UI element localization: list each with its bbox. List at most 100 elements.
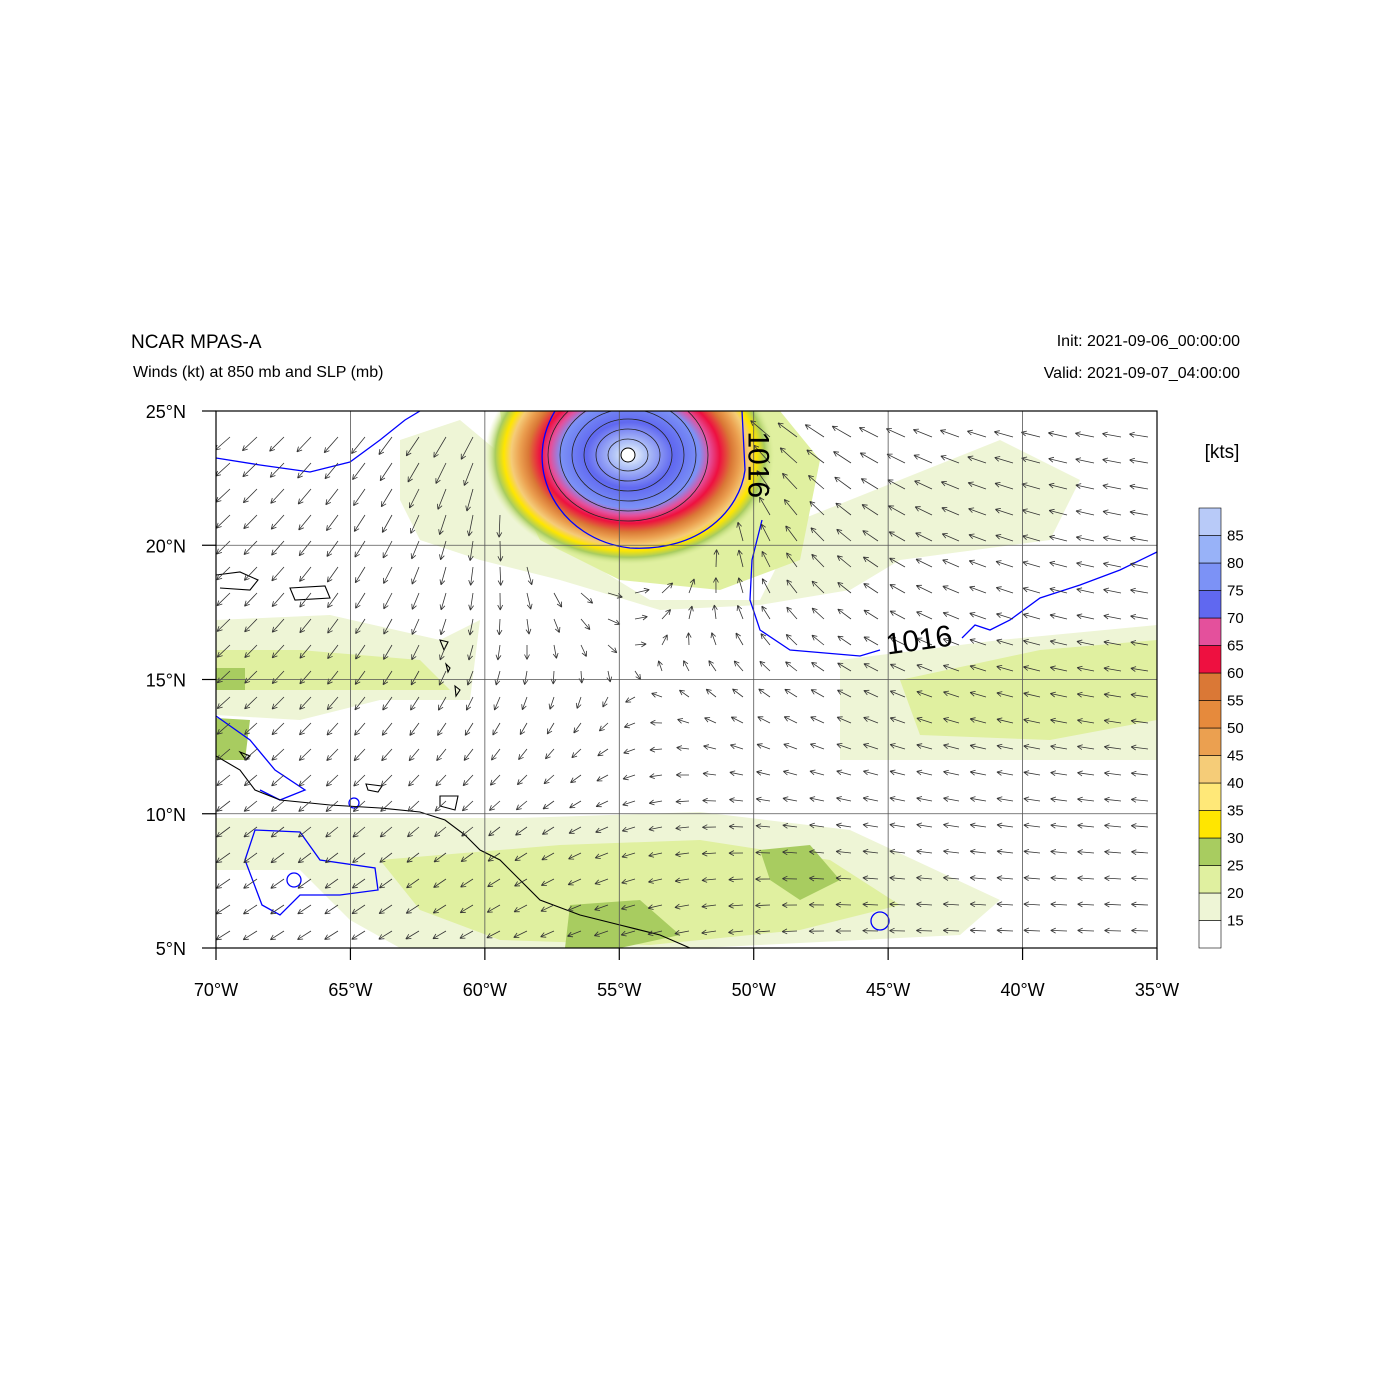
wind-arrow [407, 462, 420, 483]
wind-arrow [942, 611, 960, 620]
wind-arrow [1103, 639, 1122, 646]
wind-arrow [1050, 822, 1068, 829]
wind-arrow [1050, 849, 1068, 855]
wind-arrow [325, 488, 339, 506]
wind-arrow [916, 901, 933, 908]
wind-arrow [216, 566, 231, 581]
wind-arrow [580, 592, 594, 604]
wind-arrow [216, 826, 231, 838]
wind-arrow [995, 534, 1014, 542]
wind-arrow [325, 800, 339, 812]
wind-arrow [968, 559, 987, 568]
wind-arrow [943, 822, 960, 829]
wind-arrow [381, 722, 393, 736]
wind-arrow [353, 748, 366, 762]
wind-arrow [940, 429, 960, 438]
wind-arrow [701, 877, 717, 883]
wind-arrow [835, 901, 852, 908]
wind-arrow [1023, 927, 1041, 934]
wind-arrow [862, 848, 879, 855]
wind-arrow [1130, 666, 1149, 672]
wind-arrow [298, 826, 312, 838]
wind-arrow [835, 502, 852, 516]
wind-arrow [915, 558, 933, 568]
wind-arrow [651, 692, 663, 698]
wind-arrow [862, 530, 879, 542]
wind-arrow [270, 930, 285, 941]
wind-arrow [216, 878, 231, 889]
wind-arrow [916, 611, 933, 620]
wind-arrow [351, 436, 366, 454]
wind-arrow [407, 826, 420, 838]
wind-arrow [216, 540, 231, 555]
wind-arrow [862, 796, 879, 802]
wind-arrow [623, 748, 636, 755]
wind-arrow [1130, 770, 1149, 777]
wind-arrow [804, 424, 825, 438]
wind-arrow [488, 826, 501, 837]
x-tick-label: 70°W [194, 980, 238, 1000]
wind-arrow [648, 878, 663, 884]
wind-arrow [567, 878, 582, 886]
colorbar-swatch [1198, 617, 1222, 646]
wind-arrow [996, 796, 1014, 803]
wind-arrow [916, 822, 933, 829]
wind-arrow [242, 436, 258, 452]
wind-arrow [243, 852, 258, 864]
isobar-label: 1016 [741, 431, 774, 498]
wind-arrow [736, 604, 744, 620]
wind-arrow [836, 743, 852, 750]
wind-arrow [326, 540, 339, 557]
wind-arrow [486, 904, 501, 913]
wind-band-south-4 [760, 845, 840, 900]
wind-arrow [1104, 796, 1122, 803]
wind-arrow [728, 929, 744, 935]
wind-arrow [1050, 927, 1068, 934]
wind-arrow [916, 664, 933, 672]
coast-puerto-rico [289, 585, 331, 601]
wind-arrow [325, 852, 339, 864]
wind-arrow [244, 618, 258, 633]
map-grid [216, 411, 1157, 948]
wind-arrow [540, 930, 555, 938]
wind-arrow [354, 540, 366, 558]
wind-arrow [1103, 744, 1122, 751]
wind-arrow [216, 722, 231, 735]
wind-arrow [594, 904, 609, 911]
wind-arrow [216, 696, 231, 709]
wind-arrow [1023, 691, 1041, 698]
wind-arrow [521, 696, 528, 711]
wind-arrow [786, 579, 798, 594]
wind-arrow [269, 436, 285, 452]
wind-arrow [1103, 613, 1122, 620]
wind-arrow [1102, 457, 1122, 464]
wind-arrow [761, 550, 771, 568]
wind-arrow [782, 823, 798, 829]
wind-arrow [216, 748, 231, 761]
wind-arrow [327, 618, 339, 634]
wind-arrow [462, 774, 474, 787]
wind-arrow [325, 774, 339, 787]
wind-arrow [1048, 482, 1068, 490]
wind-arrow [297, 488, 312, 505]
wind-arrow [942, 559, 960, 568]
wind-arrow [1049, 665, 1068, 672]
wind-arrow [1076, 587, 1095, 594]
wind-arrow [411, 644, 420, 661]
x-tick-label: 35°W [1135, 980, 1179, 1000]
wind-arrow [270, 826, 285, 838]
wind-arrow [648, 799, 663, 806]
wind-arrow [467, 644, 474, 661]
wind-arrow [969, 638, 987, 646]
isobar-south-loop [244, 829, 379, 916]
colorbar-swatch [1198, 782, 1222, 811]
wind-arrow [1076, 665, 1095, 672]
wind-arrow [1131, 875, 1149, 882]
wind-arrow [522, 670, 529, 685]
wind-arrow [862, 901, 879, 908]
wind-arrow [244, 748, 258, 761]
wind-arrow [545, 748, 555, 760]
wind-arrow [270, 878, 285, 889]
wind-arrow [326, 722, 339, 736]
